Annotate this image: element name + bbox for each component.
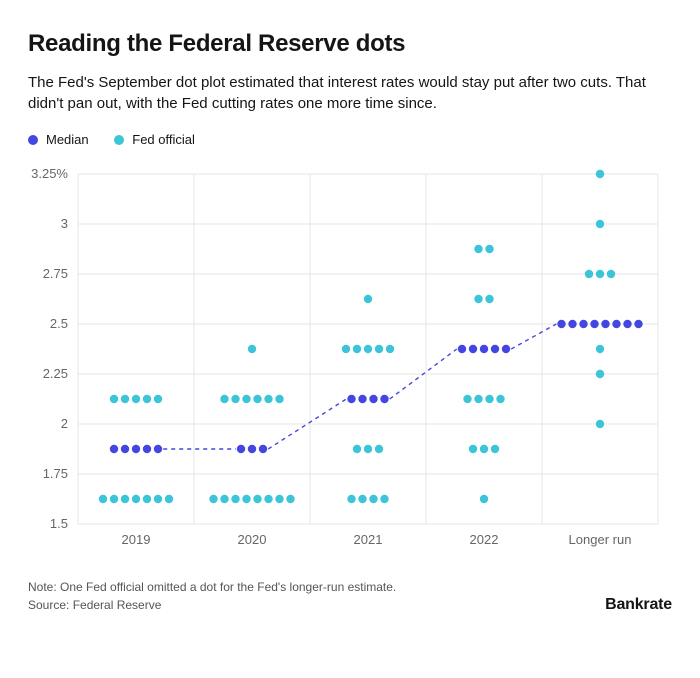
svg-text:2: 2 <box>61 416 68 431</box>
svg-text:3: 3 <box>61 216 68 231</box>
chart-card: Reading the Federal Reserve dots The Fed… <box>0 0 700 678</box>
svg-text:2019: 2019 <box>122 532 151 547</box>
chart-subtitle: The Fed's September dot plot estimated t… <box>28 72 658 114</box>
brand-logo: Bankrate <box>605 596 672 614</box>
svg-text:Longer run: Longer run <box>569 532 632 547</box>
svg-text:2.75: 2.75 <box>43 266 68 281</box>
svg-text:1.5: 1.5 <box>50 516 68 531</box>
svg-text:2.25: 2.25 <box>43 366 68 381</box>
chart-svg: 1.5 1.75 2 2.25 2.5 2.75 3 3.25% 2019 2020 2021 202… <box>28 160 668 554</box>
legend-item-median: Median <box>28 132 89 147</box>
chart-footer: Note: One Fed official omitted a dot for… <box>28 578 672 614</box>
legend-label-official: Fed official <box>132 132 195 147</box>
svg-text:3.25%: 3.25% <box>31 166 68 181</box>
svg-text:1.75: 1.75 <box>43 466 68 481</box>
legend-swatch-official <box>114 135 124 145</box>
svg-text:2021: 2021 <box>354 532 383 547</box>
footnotes: Note: One Fed official omitted a dot for… <box>28 578 396 614</box>
legend-label-median: Median <box>46 132 89 147</box>
chart-title: Reading the Federal Reserve dots <box>28 30 672 58</box>
legend-item-official: Fed official <box>114 132 195 147</box>
svg-text:2022: 2022 <box>470 532 499 547</box>
footnote-text: Note: One Fed official omitted a dot for… <box>28 578 396 596</box>
legend-swatch-median <box>28 135 38 145</box>
chart-legend: Median Fed official <box>28 132 672 148</box>
dotplot-chart: 1.5 1.75 2 2.25 2.5 2.75 3 3.25% 2019 2020 2021 202… <box>28 160 668 554</box>
svg-text:2.5: 2.5 <box>50 316 68 331</box>
svg-text:2020: 2020 <box>238 532 267 547</box>
source-text: Source: Federal Reserve <box>28 596 396 614</box>
